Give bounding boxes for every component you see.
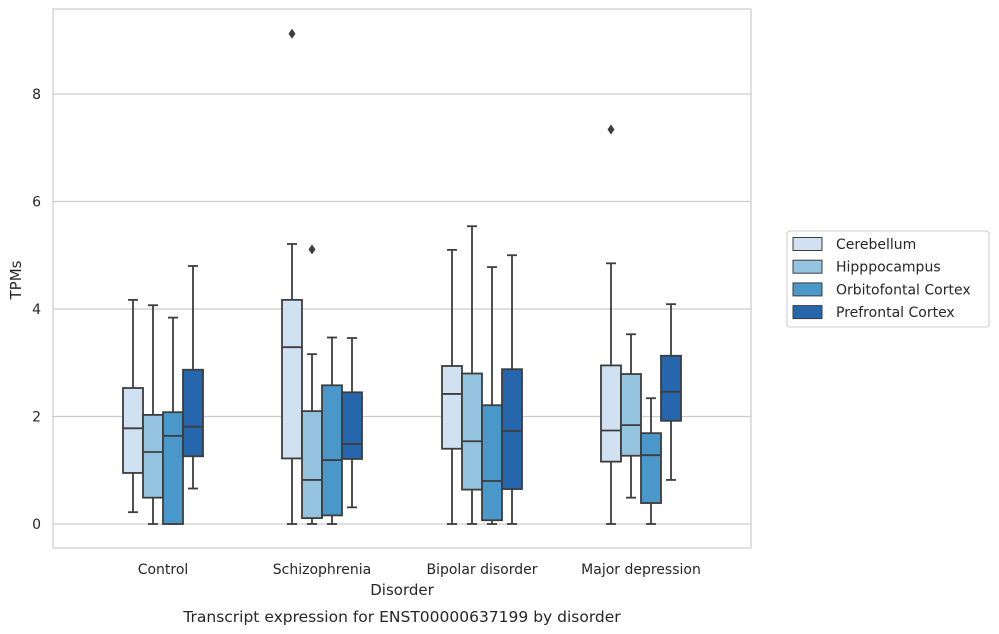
x-tick-label: Control (138, 562, 189, 578)
legend: Cerebellum Hipppocampus Orbitofontal Corte… (786, 230, 990, 328)
x-tick-label: Major depression (581, 562, 701, 578)
box-body (441, 365, 463, 450)
box-prefrontal-cortex-2 (501, 254, 523, 525)
box-cerebellum-0 (122, 298, 144, 514)
y-tick-label: 2 (32, 410, 41, 426)
legend-label: Orbitofontal Cortex (836, 282, 971, 298)
box-body (461, 372, 483, 491)
legend-swatch (792, 259, 823, 274)
box-body (501, 368, 523, 490)
y-axis-label: TPMs (7, 260, 25, 300)
legend-swatch (792, 282, 823, 297)
box-body (301, 410, 323, 519)
box-body (162, 411, 184, 525)
x-tick-label: Schizophrenia (273, 562, 371, 578)
legend-label: Cerebellum (836, 237, 916, 253)
box-prefrontal-cortex-3 (660, 303, 682, 481)
box-hipppocampus-3 (620, 333, 642, 499)
y-tick-label: 4 (32, 302, 41, 318)
box-body (660, 354, 682, 422)
box-cerebellum-1 (281, 28, 303, 525)
legend-frame (786, 230, 990, 328)
legend-label: Prefrontal Cortex (836, 305, 955, 321)
box-orbitofontal-cortex-2 (481, 266, 503, 525)
box-orbitofontal-cortex-1 (321, 336, 343, 525)
box-body (182, 368, 204, 458)
x-axis-label: Disorder (370, 581, 434, 599)
box-prefrontal-cortex-0 (182, 265, 204, 490)
plot-frame (52, 8, 752, 549)
box-prefrontal-cortex-1 (341, 337, 363, 509)
y-axis-ticks: 0 2 4 6 8 (32, 87, 41, 533)
legend-swatch (792, 305, 823, 320)
box-body (600, 364, 622, 463)
legend-label: Hipppocampus (836, 260, 941, 276)
box-body (640, 432, 662, 504)
box-body (481, 404, 503, 522)
box-body (281, 298, 303, 460)
box-cerebellum-2 (441, 248, 463, 525)
box-body (341, 391, 363, 460)
box-hipppocampus-1 (301, 244, 323, 525)
chart-caption: Transcript expression for ENST0000063719… (182, 608, 621, 626)
box-body (321, 384, 343, 517)
x-axis-ticks: Control Schizophrenia Bipolar disorder Majo… (138, 562, 701, 578)
box-hipppocampus-0 (142, 304, 164, 525)
box-hipppocampus-2 (461, 225, 483, 525)
box-body (122, 387, 144, 474)
box-orbitofontal-cortex-0 (162, 316, 184, 525)
box-cerebellum-3 (600, 124, 622, 525)
y-tick-label: 0 (32, 517, 41, 533)
y-tick-label: 8 (32, 87, 41, 103)
box-body (142, 413, 164, 499)
legend-swatch (792, 237, 823, 251)
outlier-point (288, 28, 296, 39)
x-tick-label: Bipolar disorder (426, 562, 537, 578)
box-orbitofontal-cortex-3 (640, 397, 662, 525)
y-tick-label: 6 (32, 195, 41, 211)
outlier-point (607, 124, 615, 135)
box-body (620, 373, 642, 457)
outlier-point (308, 244, 316, 255)
box-groups (122, 28, 682, 525)
